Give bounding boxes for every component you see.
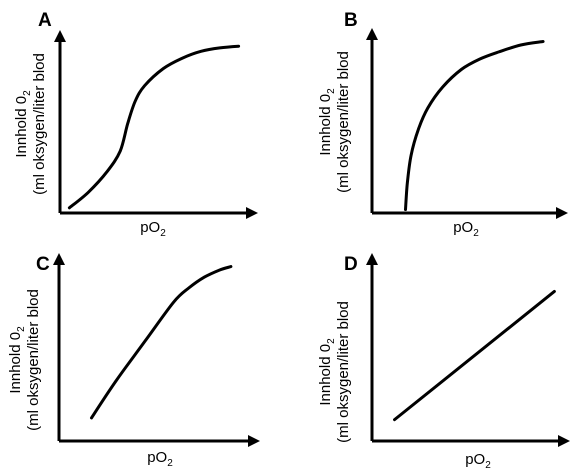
panel-d-x-label: pO2 (465, 451, 491, 471)
panel-c-x-axis-arrow-icon (248, 435, 260, 447)
panel-b-y-label-line1: Innhold 02 (317, 88, 337, 156)
panel-d-letter: D (344, 254, 358, 275)
panel-c-y-label-line1: Innhold 02 (7, 326, 27, 394)
panel-d-oxygen-curve (393, 289, 556, 422)
panel-a-x-axis-arrow-icon (246, 207, 258, 219)
panel-c-y-label-line2: (ml oksygen/liter blod (25, 289, 42, 431)
panel-a-y-label-line1: Innhold 02 (13, 90, 33, 158)
panel-a-x-label: pO2 (140, 219, 166, 239)
panel-a: A Innhold 02 (ml oksygen/liter blod pO2 (13, 10, 258, 239)
panel-a-oxygen-curve (67, 44, 241, 210)
panel-b-oxygen-curve (404, 40, 545, 211)
panel-c-oxygen-curve (90, 265, 233, 420)
panel-b-y-axis-arrow-icon (366, 28, 378, 40)
panel-b: B Innhold 02 (ml oksygen/liter blod pO2 (317, 10, 568, 239)
panel-b-x-label: pO2 (453, 219, 479, 239)
panel-b-letter: B (344, 10, 358, 31)
panel-d-x-axis-arrow-icon (558, 435, 570, 447)
panel-d-y-label-line1: Innhold 02 (317, 338, 337, 406)
panel-a-y-axis-arrow-icon (54, 30, 66, 42)
panel-d: D Innhold 02 (ml oksygen/liter blod pO2 (317, 253, 570, 471)
panel-c: C Innhold 02 (ml oksygen/liter blod pO2 (7, 253, 260, 469)
panel-c-letter: C (36, 254, 50, 275)
panel-d-y-axis-arrow-icon (366, 253, 378, 265)
panel-a-letter: A (38, 10, 52, 31)
panel-b-x-axis-arrow-icon (556, 207, 568, 219)
panel-c-x-label: pO2 (147, 449, 173, 469)
panel-b-y-label-line2: (ml oksygen/liter blod (335, 51, 352, 193)
panel-c-y-axis-arrow-icon (53, 253, 65, 265)
panel-a-y-label-line2: (ml oksygen/liter blod (31, 53, 48, 195)
panel-d-y-label-line2: (ml oksygen/liter blod (335, 301, 352, 443)
